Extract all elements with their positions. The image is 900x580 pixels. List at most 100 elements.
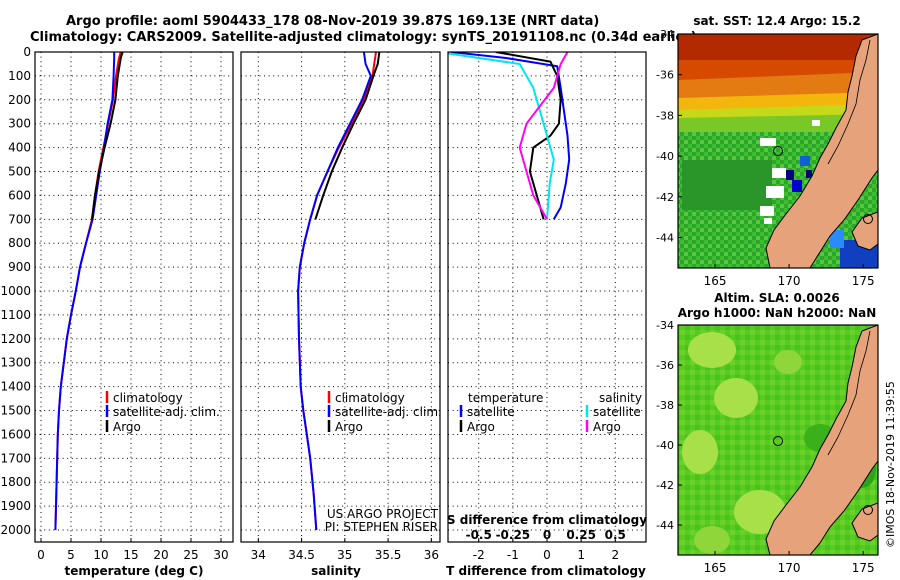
depth-tick-label: 600	[8, 188, 31, 202]
map-y-label: -40	[656, 150, 674, 163]
depth-tick-label: 1800	[0, 475, 31, 489]
map-y-label: -40	[656, 439, 674, 452]
temperature-panel: 0100200300400500600700800900100011001200…	[0, 45, 234, 578]
sla-map: Altim. SLA: 0.0026 Argo h1000: NaN h2000…	[656, 291, 879, 575]
x-tick-label: -2	[473, 548, 485, 562]
salinity-grid	[241, 51, 440, 542]
title-line-2: Climatology: CARS2009. Satellite-adjuste…	[30, 30, 697, 45]
depth-tick-label: 200	[8, 93, 31, 107]
legend-argo: Argo	[335, 420, 363, 434]
depth-tick-label: 100	[8, 69, 31, 83]
x-tick-label: 36	[424, 548, 439, 562]
sla-map-subtitle: Argo h1000: NaN h2000: NaN	[678, 306, 877, 320]
series-s-satellite	[448, 52, 555, 220]
map-y-label: -36	[656, 69, 674, 82]
pi-credit: PI: STEPHEN RISER	[325, 520, 438, 534]
series-satellite-adj-clim-	[297, 52, 372, 531]
depth-tick-label: 1200	[0, 332, 31, 346]
depth-tick-label: 1900	[0, 499, 31, 513]
x-tick-label: 2	[611, 548, 619, 562]
x-tick-label: 30	[213, 548, 228, 562]
map-y-label: -34	[656, 319, 674, 332]
salinity-x-axis: 34 34.5 35 35.5 36	[251, 538, 439, 562]
s-tick-label: 0.5	[605, 528, 626, 542]
series-s-argo	[518, 52, 569, 220]
series-t-argo	[495, 52, 562, 220]
map-x-label: 175	[852, 274, 875, 288]
legend-t-satellite: satellite	[467, 405, 515, 419]
difference-series	[448, 52, 571, 220]
map-x-label: 170	[778, 561, 801, 575]
temperature-xlabel: temperature (deg C)	[65, 564, 204, 578]
x-tick-label: 20	[153, 548, 168, 562]
difference-grid	[448, 51, 646, 542]
salinity-series	[297, 52, 381, 531]
project-credit: US ARGO PROJECT	[327, 507, 439, 521]
salinity-difference-ticks: -0.5 -0.25 0 0.25 0.5	[466, 528, 626, 542]
x-tick-label: 1	[577, 548, 585, 562]
temperature-x-axis: 0 5 10 15 20 25 30	[37, 538, 229, 562]
title-line-1: Argo profile: aoml 5904433_178 08-Nov-20…	[66, 14, 599, 29]
depth-tick-label: 700	[8, 212, 31, 226]
map-x-label: 165	[704, 561, 727, 575]
sla-map-title: Altim. SLA: 0.0026	[714, 291, 840, 305]
x-tick-label: 0	[543, 548, 551, 562]
map-y-label: -36	[656, 359, 674, 372]
sst-map-axes: 165 170 175 -34 -36 -38 -40 -42 -44	[656, 28, 875, 288]
temperature-frame	[34, 51, 234, 543]
temperature-legend: climatology satellite-adj. clim. Argo	[105, 391, 220, 434]
x-tick-label: 34.5	[288, 548, 315, 562]
difference-frame	[447, 51, 647, 543]
map-y-label: -34	[656, 28, 674, 41]
x-tick-label: 25	[183, 548, 198, 562]
x-tick-label: 0	[37, 548, 45, 562]
s-tick-label: -0.25	[496, 528, 531, 542]
salinity-legend: climatology satellite-adj. clim. Argo	[327, 391, 442, 434]
legend-climatology: climatology	[335, 391, 405, 405]
sla-map-frame	[677, 324, 879, 556]
legend-s-argo: Argo	[593, 420, 621, 434]
x-tick-label: 5	[67, 548, 75, 562]
map-y-label: -44	[656, 231, 674, 244]
s-tick-label: -0.5	[466, 528, 492, 542]
map-y-label: -38	[656, 399, 674, 412]
depth-tick-label: 1400	[0, 380, 31, 394]
temperature-difference-ticks: -2 -1 0 1 2	[473, 538, 619, 562]
legend-t-argo: Argo	[467, 420, 495, 434]
legend-climatology: climatology	[113, 391, 183, 405]
x-tick-label: 34	[251, 548, 266, 562]
depth-axis: 0 100 200 300 400 500 600 700 800 900 1000 1100 1200…	[0, 45, 31, 537]
t-difference-label: T difference from climatology	[446, 564, 646, 578]
salinity-frame	[240, 51, 441, 543]
map-y-label: -42	[656, 191, 674, 204]
map-y-label: -38	[656, 109, 674, 122]
depth-tick-label: 1700	[0, 451, 31, 465]
legend-satellite: satellite-adj. clim.	[335, 405, 442, 419]
salinity-panel: 34 34.5 35 35.5 36 salinity climatology sate…	[240, 51, 442, 578]
x-tick-label: 10	[93, 548, 108, 562]
depth-tick-label: 1600	[0, 427, 31, 441]
x-tick-label: 35	[337, 548, 352, 562]
temperature-series	[54, 52, 124, 531]
temperature-grid	[35, 51, 233, 542]
depth-tick-label: 800	[8, 236, 31, 250]
depth-tick-label: 0	[23, 45, 31, 59]
sst-map-frame	[677, 33, 879, 269]
legend-argo: Argo	[113, 420, 141, 434]
x-tick-label: 15	[123, 548, 138, 562]
series-satellite-adj-clim-	[54, 52, 116, 531]
series-t-satellite	[451, 52, 571, 220]
map-x-label: 170	[778, 274, 801, 288]
sla-map-axes: 165 170 175 -34 -36 -38 -40 -42 -44	[656, 319, 875, 575]
series-argo	[314, 52, 381, 220]
depth-tick-label: 1000	[0, 284, 31, 298]
imos-credit: ©IMOS 18-Nov-2019 11:39:55	[884, 381, 897, 548]
depth-tick-label: 1500	[0, 404, 31, 418]
depth-tick-label: 1300	[0, 356, 31, 370]
map-y-label: -44	[656, 519, 674, 532]
sst-map-title: sat. SST: 12.4 Argo: 15.2	[693, 14, 860, 28]
difference-panel: -0.5 -0.25 0 0.25 0.5 -2 -1 0 1 2 S difference f…	[446, 51, 647, 578]
s-tick-label: 0.25	[566, 528, 596, 542]
x-tick-label: -1	[507, 548, 519, 562]
